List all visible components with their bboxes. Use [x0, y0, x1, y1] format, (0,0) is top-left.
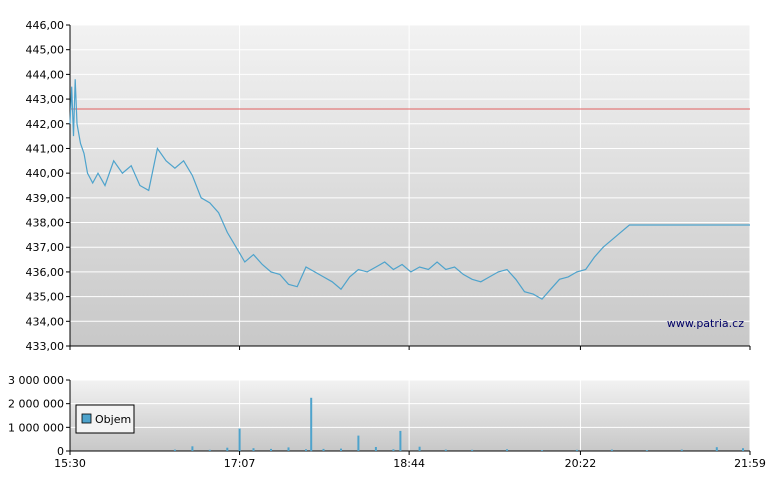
- volume-bars: [173, 397, 744, 452]
- volume-bar: [340, 448, 342, 451]
- volume-bar: [270, 448, 272, 451]
- price-y-tick-label: 445,00: [26, 44, 65, 57]
- volume-bar: [742, 448, 744, 451]
- price-series-line: [69, 79, 750, 300]
- volume-bar: [680, 449, 683, 451]
- volume-bar: [715, 447, 718, 451]
- volume-bar: [287, 447, 290, 451]
- volume-bar: [374, 447, 377, 451]
- volume-bar: [541, 450, 543, 451]
- volume-y-tick-label: 0: [57, 445, 64, 458]
- price-y-tick-label: 444,00: [26, 68, 65, 81]
- price-y-tick-label: 435,00: [26, 291, 65, 304]
- volume-bar: [238, 428, 241, 451]
- volume-bar: [418, 446, 421, 451]
- volume-bar: [645, 450, 648, 451]
- volume-bar: [506, 449, 508, 451]
- volume-bar: [208, 449, 211, 451]
- volume-bar: [357, 435, 360, 451]
- volume-bar: [399, 430, 402, 451]
- volume-y-axis: 0 1 000 000 2 000 000 3 000 000: [8, 374, 750, 458]
- volume-bar: [252, 448, 255, 451]
- volume-bar: [191, 446, 194, 451]
- watermark: www.patria.cz: [667, 317, 744, 330]
- volume-bar: [226, 447, 229, 451]
- volume-legend-swatch: [81, 413, 92, 424]
- price-y-tick-label: 443,00: [26, 93, 65, 106]
- price-y-tick-label: 437,00: [26, 241, 65, 254]
- volume-bar: [392, 449, 395, 451]
- price-y-tick-label: 446,00: [26, 19, 65, 32]
- price-plot-background: [70, 25, 750, 346]
- x-tick-label: 15:30: [54, 457, 86, 470]
- volume-bar: [173, 449, 176, 451]
- volume-y-tick-label: 1 000 000: [8, 421, 64, 434]
- volume-legend: Objem: [75, 404, 135, 434]
- volume-plot-background: [70, 380, 750, 451]
- price-y-tick-label: 440,00: [26, 167, 65, 180]
- volume-y-tick-label: 2 000 000: [8, 398, 64, 411]
- volume-bar: [610, 449, 613, 451]
- price-y-axis: 433,00 434,00 435,00 436,00 437,00 438,00 439,…: [26, 19, 750, 353]
- x-tick-label: 17:07: [224, 457, 256, 470]
- volume-bar: [471, 449, 474, 451]
- volume-bar: [310, 397, 313, 452]
- x-tick-label: 21:59: [734, 457, 766, 470]
- price-panel: 433,00 434,00 435,00 436,00 437,00 438,00 439,…: [26, 19, 751, 353]
- volume-y-tick-label: 3 000 000: [8, 374, 64, 387]
- volume-legend-label: Objem: [95, 413, 131, 426]
- price-y-tick-label: 434,00: [26, 315, 65, 328]
- volume-panel: 0 1 000 000 2 000 000 3 000 000 Objem: [8, 374, 751, 458]
- price-grid: [69, 24, 751, 347]
- price-y-tick-label: 442,00: [26, 118, 65, 131]
- volume-bar: [305, 449, 307, 451]
- price-y-tick-label: 436,00: [26, 266, 65, 279]
- price-y-tick-label: 438,00: [26, 217, 65, 230]
- volume-bar: [444, 449, 447, 451]
- x-tick-label: 20:22: [565, 457, 597, 470]
- price-y-tick-label: 433,00: [26, 340, 65, 353]
- price-y-tick-label: 439,00: [26, 192, 65, 205]
- x-tick-label: 18:44: [393, 457, 425, 470]
- price-y-tick-label: 441,00: [26, 142, 65, 155]
- volume-bar: [575, 449, 578, 451]
- volume-bar: [322, 448, 325, 451]
- x-axis: 15:30 17:07 18:44 20:22 21:59: [54, 346, 766, 470]
